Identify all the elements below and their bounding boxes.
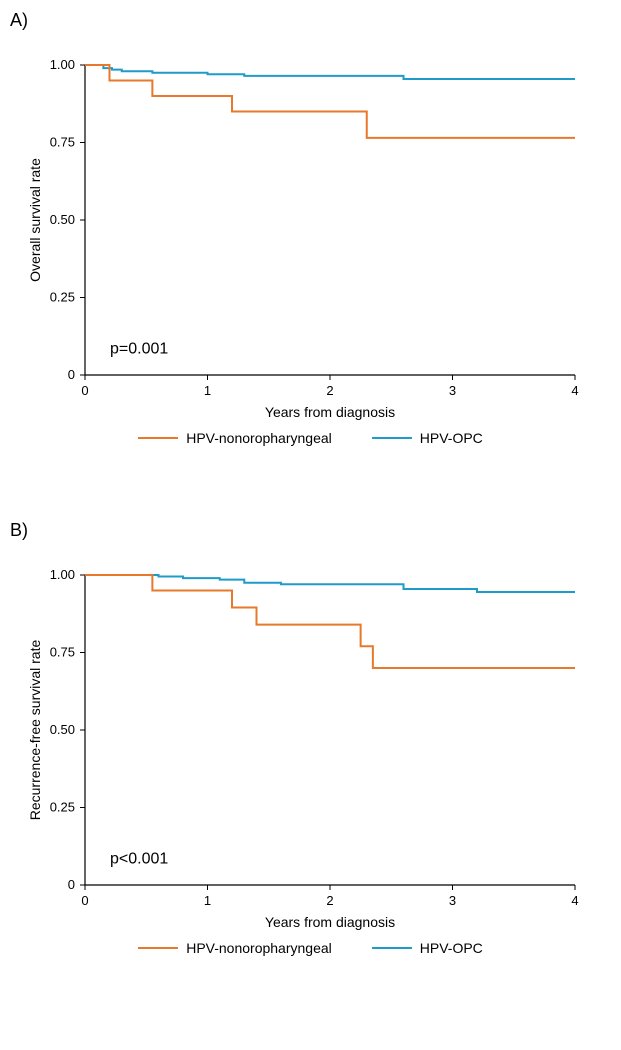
ytick-label: 0.50 bbox=[50, 212, 75, 227]
legend-item: HPV-nonoropharyngeal bbox=[138, 430, 332, 446]
chart-A: 0 0.25 0.50 0.75 1.00 0 1 2 3 4 Years from diagnos… bbox=[25, 55, 595, 425]
xtick-label: 1 bbox=[204, 383, 211, 398]
panel-label-A: A) bbox=[10, 10, 28, 31]
legend-A: HPV-nonoropharyngeal HPV-OPC bbox=[0, 430, 621, 446]
legend-item: HPV-OPC bbox=[372, 940, 483, 956]
ytick-label: 0.25 bbox=[50, 290, 75, 305]
ytick-label: 1.00 bbox=[50, 567, 75, 582]
chart-B: 0 0.25 0.50 0.75 1.00 0 1 2 3 4 Years from diagnos… bbox=[25, 565, 595, 935]
legend-label: HPV-nonoropharyngeal bbox=[186, 940, 332, 956]
panel-label-B: B) bbox=[10, 520, 28, 541]
xtick-label: 4 bbox=[571, 383, 578, 398]
x-axis-label: Years from diagnosis bbox=[265, 914, 395, 930]
ytick-label: 1.00 bbox=[50, 57, 75, 72]
ytick-label: 0.50 bbox=[50, 722, 75, 737]
series-hpv_nonoro bbox=[85, 575, 575, 668]
legend-item: HPV-OPC bbox=[372, 430, 483, 446]
xtick-label: 0 bbox=[81, 893, 88, 908]
legend-swatch bbox=[138, 947, 178, 949]
xtick-label: 2 bbox=[326, 383, 333, 398]
ytick-label: 0 bbox=[68, 367, 75, 382]
xtick-label: 2 bbox=[326, 893, 333, 908]
xtick-label: 0 bbox=[81, 383, 88, 398]
legend-B: HPV-nonoropharyngeal HPV-OPC bbox=[0, 940, 621, 956]
ytick-label: 0.75 bbox=[50, 135, 75, 150]
legend-label: HPV-OPC bbox=[420, 430, 483, 446]
legend-label: HPV-OPC bbox=[420, 940, 483, 956]
legend-item: HPV-nonoropharyngeal bbox=[138, 940, 332, 956]
xtick-label: 4 bbox=[571, 893, 578, 908]
xtick-label: 3 bbox=[449, 893, 456, 908]
ytick-label: 0.75 bbox=[50, 645, 75, 660]
series-hpv_opc bbox=[85, 575, 575, 592]
xtick-label: 1 bbox=[204, 893, 211, 908]
x-axis-label: Years from diagnosis bbox=[265, 404, 395, 420]
y-axis-label: Overall survival rate bbox=[27, 158, 43, 282]
p-value-annotation: p=0.001 bbox=[110, 340, 168, 357]
legend-swatch bbox=[372, 947, 412, 949]
series-hpv_opc bbox=[85, 65, 575, 79]
axes bbox=[85, 575, 575, 885]
legend-swatch bbox=[372, 437, 412, 439]
ytick-label: 0.25 bbox=[50, 800, 75, 815]
xtick-label: 3 bbox=[449, 383, 456, 398]
ytick-label: 0 bbox=[68, 877, 75, 892]
p-value-annotation: p<0.001 bbox=[110, 850, 168, 867]
y-axis-label: Recurrence-free survival rate bbox=[27, 640, 43, 821]
legend-swatch bbox=[138, 437, 178, 439]
legend-label: HPV-nonoropharyngeal bbox=[186, 430, 332, 446]
